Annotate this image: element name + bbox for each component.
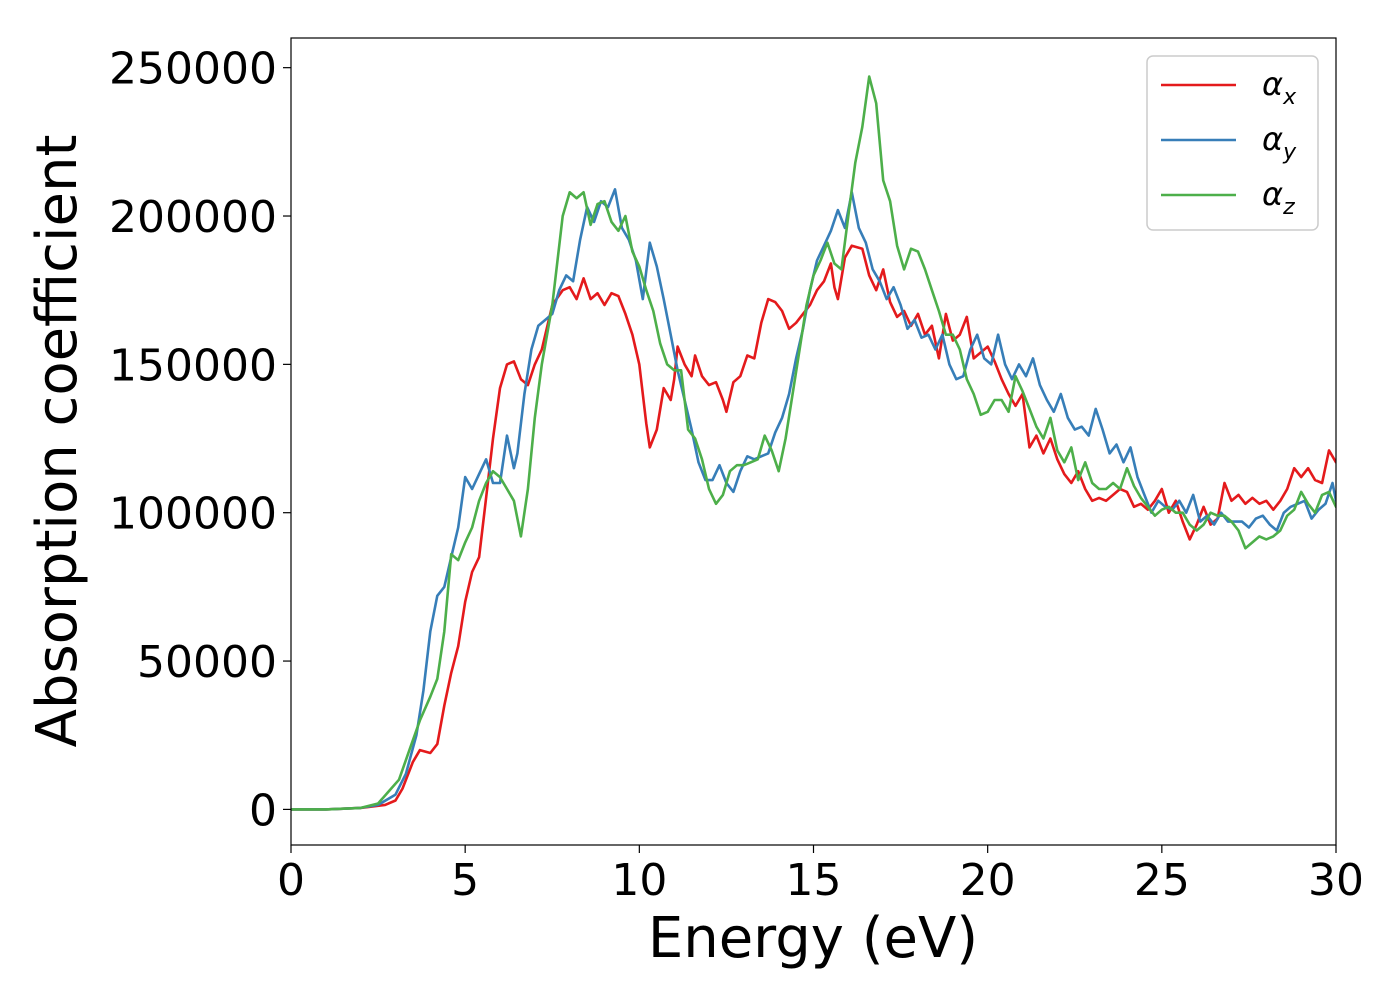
series-line-x — [291, 244, 1336, 811]
x-tick-label: 5 — [451, 855, 479, 906]
x-tick-label: 25 — [1134, 855, 1190, 906]
legend-label-x: αx — [1262, 65, 1297, 110]
x-tick-label: 0 — [277, 855, 305, 906]
y-tick-label: 250000 — [109, 44, 277, 95]
series-line-y — [291, 188, 1336, 811]
ticks-layer: 0 5 10 15 20 25 30 0 50000 100000 150000 200000 2500… — [109, 44, 1364, 906]
x-tick-label: 20 — [960, 855, 1016, 906]
x-tick-label: 10 — [611, 855, 667, 906]
y-tick-label: 200000 — [109, 192, 277, 243]
series-layer — [291, 75, 1336, 811]
y-tick-label: 100000 — [109, 489, 277, 540]
y-tick-label: 50000 — [137, 637, 277, 688]
legend-label-z: αz — [1262, 175, 1295, 220]
legend: αx αy αz — [1146, 55, 1319, 231]
legend-label-y: αy — [1262, 120, 1297, 165]
x-tick-label: 15 — [786, 855, 842, 906]
series-line-z — [291, 75, 1336, 811]
x-axis-label: Energy (eV) — [648, 906, 978, 971]
y-tick-label: 150000 — [109, 340, 277, 391]
y-tick-label: 0 — [249, 785, 277, 836]
y-axis-label: Absorption coefficient — [25, 135, 90, 748]
x-tick-label: 30 — [1308, 855, 1364, 906]
legend-box — [1146, 55, 1319, 231]
